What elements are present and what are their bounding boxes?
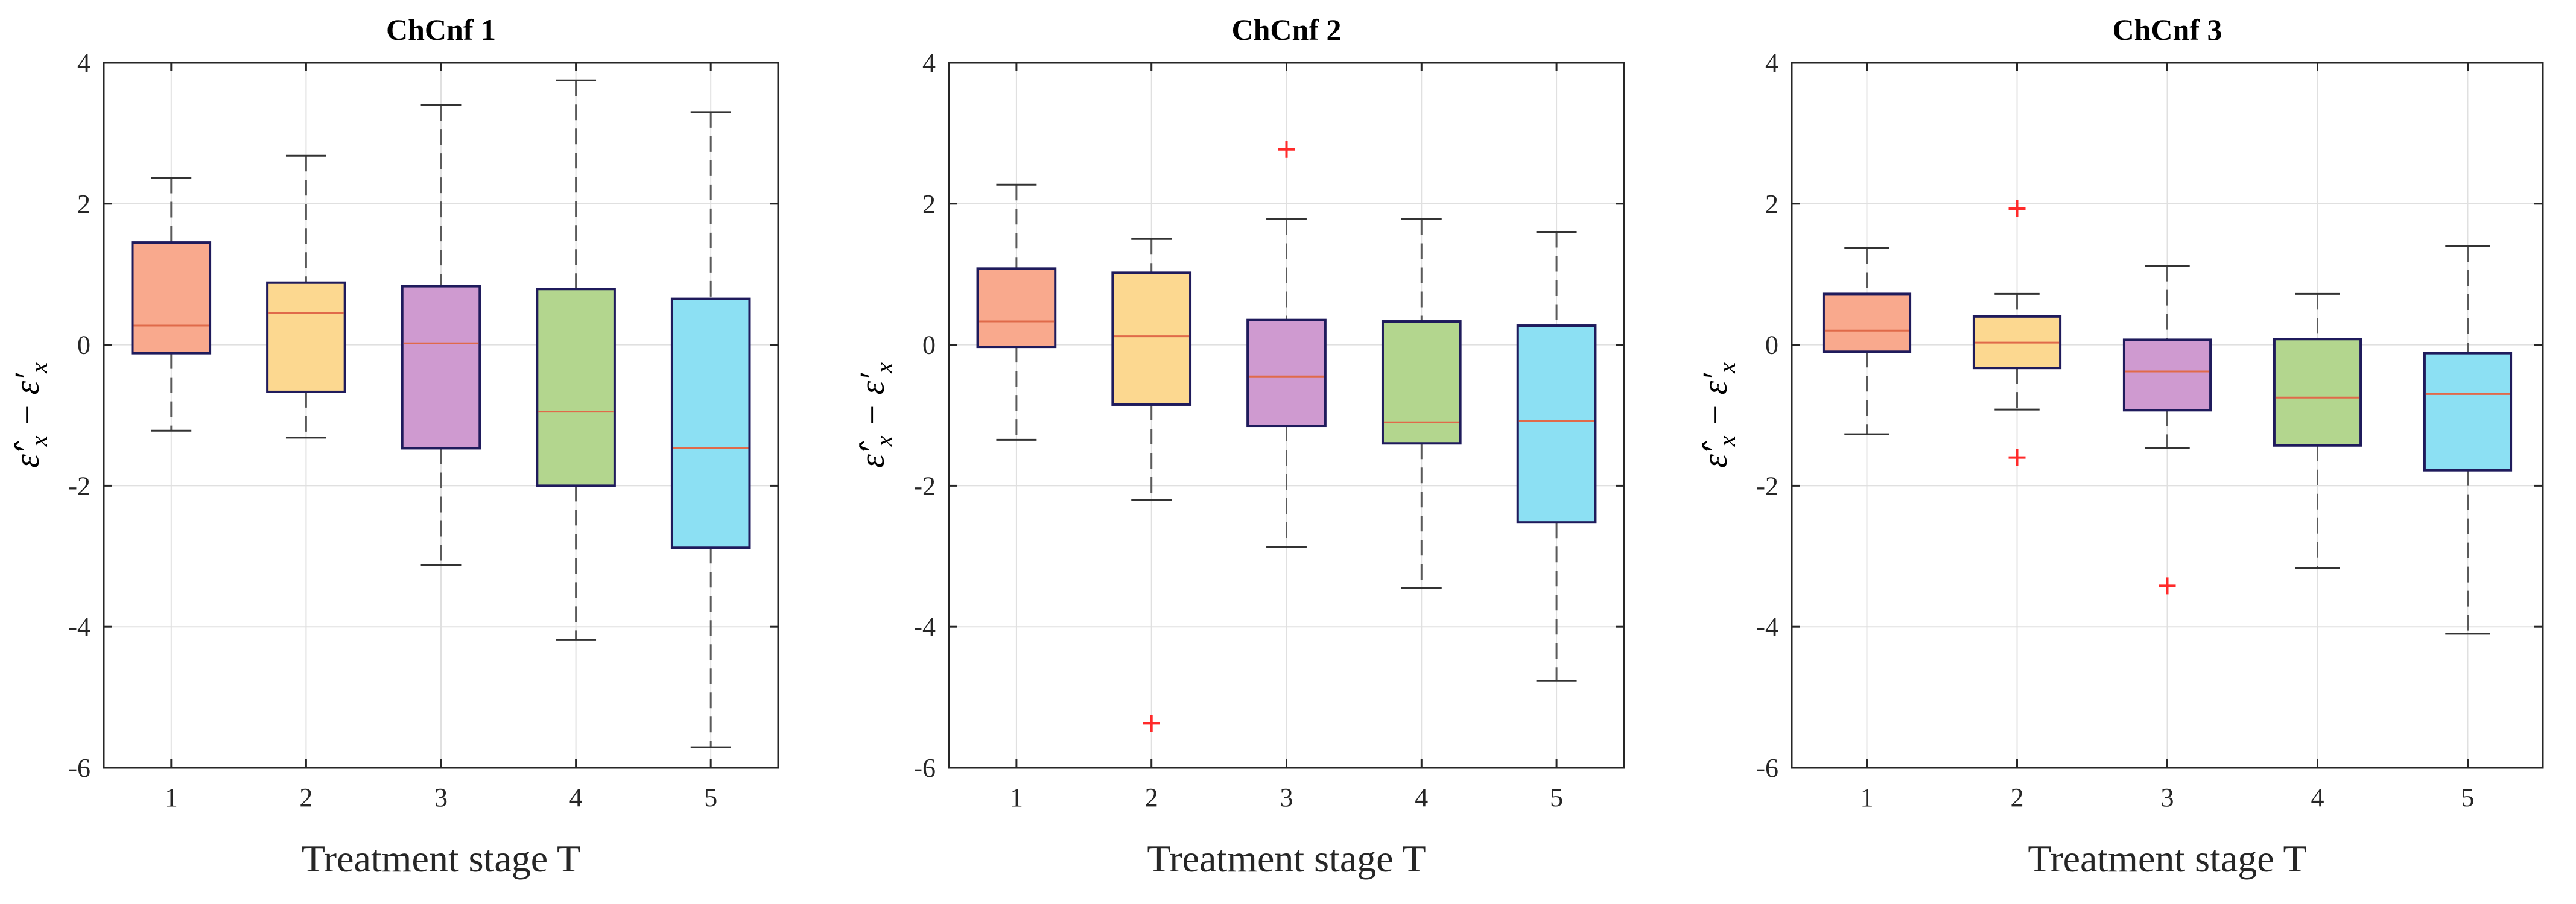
y-tick-label: -6: [1756, 753, 1778, 783]
x-axis-label: Treatment stage T: [1147, 837, 1426, 880]
box-iqr: [1822, 292, 1912, 353]
y-tick-label: 2: [77, 189, 90, 219]
x-tick-label: 5: [2461, 783, 2475, 812]
y-tick-label: -2: [913, 471, 936, 501]
y-tick-label: 0: [922, 330, 936, 360]
box-stage-5: [2423, 245, 2513, 635]
chart-panel-1: 4 2 0 -2 -4 -6 1 2 3 4 5 ChCnf 1 Treatment stage T ε̂…: [7, 13, 779, 880]
y-tick-label: 2: [922, 189, 936, 219]
box-stage-5: [670, 111, 751, 748]
chart-panel-2: 4 2 0 -2 -4 -6 1 2 3 4 5 ChCnf 2 Treatment stage T ε̂…: [852, 13, 1625, 880]
x-tick-label: 4: [1415, 783, 1428, 812]
box-iqr: [536, 288, 616, 487]
box-stage-4: [2273, 292, 2362, 569]
y-tick-label: -2: [1756, 471, 1778, 501]
box-iqr: [1381, 320, 1462, 445]
outlier-marker: [2008, 200, 2026, 217]
box-stage-3: [2122, 265, 2212, 595]
box-stage-1: [1822, 247, 1912, 435]
box-stage-1: [976, 183, 1057, 441]
box-stage-1: [131, 177, 212, 432]
chart-title: ChCnf 1: [386, 13, 496, 46]
outlier-marker: [1143, 715, 1160, 732]
box-stage-2: [1972, 200, 2062, 466]
box-iqr: [670, 297, 751, 549]
y-tick-label: -4: [913, 612, 936, 642]
chart-title: ChCnf 3: [2113, 13, 2222, 46]
box-iqr: [1516, 324, 1597, 524]
x-tick-label: 3: [2161, 783, 2174, 812]
y-tick-label: 4: [922, 48, 936, 78]
x-tick-label: 2: [2011, 783, 2024, 812]
x-axis-label: Treatment stage T: [302, 837, 580, 880]
y-tick-label: 0: [1765, 330, 1778, 360]
x-tick-label: 3: [434, 783, 448, 812]
y-tick-label: -6: [68, 753, 90, 783]
box-stage-3: [401, 104, 481, 566]
box-iqr: [2273, 338, 2362, 447]
x-tick-label: 3: [1280, 783, 1293, 812]
y-axis-label: ε̂′x − ε′x: [7, 362, 52, 468]
outlier-marker: [2008, 449, 2026, 466]
y-tick-label: -4: [68, 612, 90, 642]
box-iqr: [131, 241, 212, 355]
box-iqr: [976, 267, 1057, 349]
y-tick-label: -2: [68, 471, 90, 501]
box-stage-5: [1516, 231, 1597, 682]
box-stage-4: [1381, 218, 1462, 589]
y-tick-label: 4: [1765, 48, 1778, 78]
y-tick-label: 2: [1765, 189, 1778, 219]
box-iqr: [266, 281, 346, 393]
chart-panel-3: 4 2 0 -2 -4 -6 1 2 3 4 5 ChCnf 3 Treatment stage T ε̂…: [1695, 13, 2544, 880]
x-tick-label: 2: [299, 783, 312, 812]
box-stage-4: [536, 79, 616, 641]
outlier-marker: [2159, 577, 2176, 595]
x-tick-label: 2: [1145, 783, 1158, 812]
box-iqr: [2423, 352, 2513, 472]
x-tick-label: 1: [1010, 783, 1023, 812]
box-iqr: [1111, 271, 1192, 406]
x-tick-label: 4: [2311, 783, 2324, 812]
y-tick-label: 4: [77, 48, 90, 78]
y-tick-label: 0: [77, 330, 90, 360]
x-tick-label: 4: [569, 783, 583, 812]
box-iqr: [401, 285, 481, 450]
chart-title: ChCnf 2: [1232, 13, 1342, 46]
x-axis-label: Treatment stage T: [2028, 837, 2306, 880]
y-tick-label: -4: [1756, 612, 1778, 642]
box-iqr: [2122, 338, 2212, 412]
box-stage-2: [1111, 238, 1192, 732]
box-iqr: [1246, 318, 1327, 428]
y-axis-label: ε̂′x − ε′x: [1695, 362, 1740, 468]
x-tick-label: 5: [1550, 783, 1563, 812]
x-tick-label: 1: [1861, 783, 1874, 812]
x-tick-label: 5: [704, 783, 717, 812]
box-stage-3: [1246, 141, 1327, 548]
x-tick-label: 1: [165, 783, 178, 812]
box-stage-2: [266, 154, 346, 439]
y-tick-label: -6: [913, 753, 936, 783]
outlier-marker: [1278, 141, 1295, 158]
y-axis-label: ε̂′x − ε′x: [852, 362, 898, 468]
